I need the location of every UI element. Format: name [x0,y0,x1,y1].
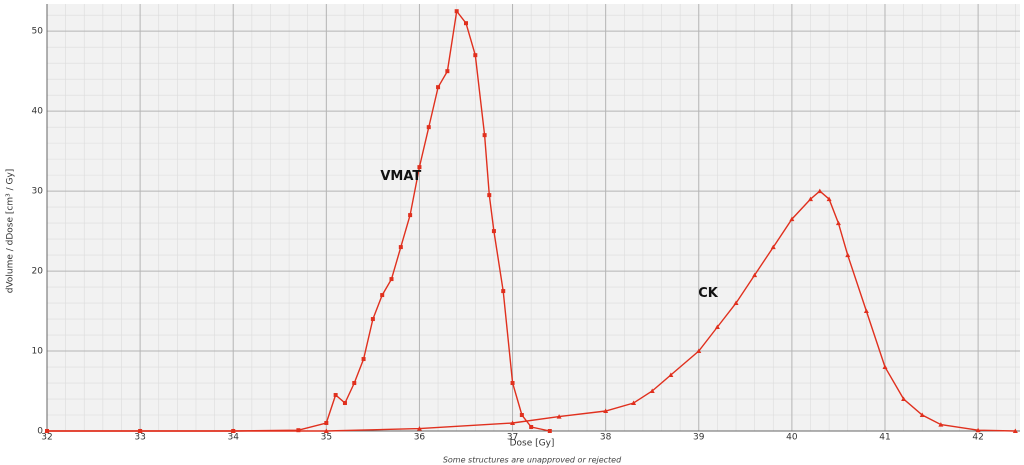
x-tick-label: 39 [693,433,705,443]
point [463,21,468,26]
point [901,396,907,402]
y-tick-label: 0 [37,427,43,437]
y-tick-label: 30 [32,187,44,197]
point [408,213,413,218]
point [510,381,515,386]
point [44,428,50,433]
point [361,357,366,362]
point [482,133,487,138]
point [529,425,534,430]
x-tick-label: 33 [134,433,145,443]
point [975,427,981,433]
plot-area [47,4,1020,431]
point [547,429,552,433]
point [817,188,823,194]
point [649,388,655,394]
point [436,85,441,90]
point [808,196,814,202]
point [398,245,403,250]
point [333,393,338,398]
y-tick-label: 40 [32,107,44,117]
x-axis-label: Dose [Gy] [510,439,555,449]
y-axis-label: dVolume / dDose [cm³ / Gy] [6,169,16,294]
point [380,293,385,298]
point [789,216,795,222]
point [733,300,739,306]
point [137,428,143,433]
point [882,364,888,370]
footnote: Some structures are unapproved or reject… [443,456,622,465]
point [324,421,329,426]
point [845,252,851,258]
point [445,69,450,74]
point [426,125,431,130]
x-tick-label: 42 [972,433,983,443]
y-tick-label: 10 [32,347,44,357]
point [416,426,422,431]
point [631,400,637,406]
annotation: VMAT [380,169,421,184]
point [491,229,496,234]
point [473,53,478,58]
x-tick-label: 40 [786,433,798,443]
point [919,412,925,418]
point [296,428,301,433]
point [714,324,720,330]
point [230,428,236,433]
y-tick-label: 50 [32,27,44,37]
point [352,381,357,386]
annotation: CK [698,286,719,301]
point [826,196,832,202]
x-tick-label: 38 [600,433,612,443]
point [938,422,944,427]
point [370,317,375,322]
point [487,193,492,198]
point [510,420,516,426]
point [519,413,524,418]
point [342,401,347,406]
x-tick-label: 41 [879,433,890,443]
point [556,414,562,419]
point [696,348,702,354]
x-tick-label: 32 [41,433,52,443]
x-tick-label: 34 [227,433,239,443]
point [835,220,841,226]
point [389,277,394,282]
point [752,272,758,278]
x-tick-label: 37 [507,433,518,443]
point [863,308,869,314]
y-tick-label: 20 [32,267,44,277]
x-tick-label: 35 [321,433,332,443]
point [454,9,459,14]
x-tick-label: 36 [414,433,426,443]
point [603,408,609,414]
point [770,244,776,250]
point [1012,428,1018,433]
point [501,289,506,294]
point [668,372,674,378]
point [417,165,422,170]
point [323,428,329,433]
